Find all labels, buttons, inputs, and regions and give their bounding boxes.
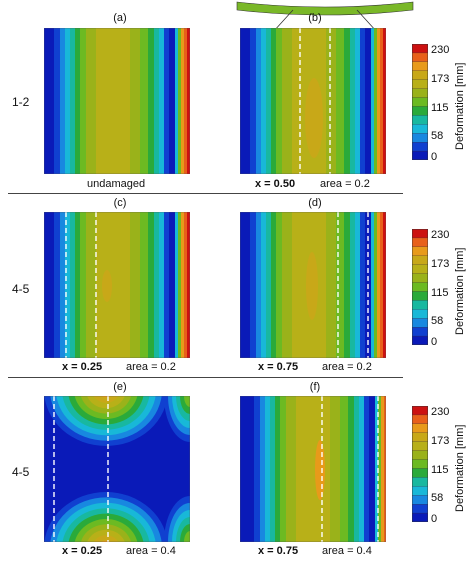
cb1-tick-115: 115 xyxy=(431,102,449,114)
cb2-tick-0: 0 xyxy=(431,336,438,348)
contour-panel-d xyxy=(240,212,386,358)
cb2-tick-115: 115 xyxy=(431,287,449,299)
cb2-tick-58: 58 xyxy=(431,315,444,327)
cb3-tick-0: 0 xyxy=(431,513,438,525)
row-label-1: 1-2 xyxy=(12,95,30,109)
caption-e-x: x = 0.25 xyxy=(62,545,103,557)
cb3-tick-173: 173 xyxy=(431,435,450,447)
caption-e-area: area = 0.4 xyxy=(126,545,176,557)
caption-f-area: area = 0.4 xyxy=(322,545,372,557)
colorbar-2 xyxy=(412,229,428,345)
row-label-2: 4-5 xyxy=(12,282,30,296)
panel-label-a: (a) xyxy=(113,12,127,24)
caption-d-x: x = 0.75 xyxy=(258,361,299,373)
contour-panel-e xyxy=(44,396,190,542)
colorbar-title-1: Deformation [mm] xyxy=(454,62,466,150)
panel-label-b: (b) xyxy=(308,12,322,24)
panel-label-d: (d) xyxy=(308,197,322,209)
cb1-tick-0: 0 xyxy=(431,151,438,163)
colorbar-title-2: Deformation [mm] xyxy=(454,247,466,335)
cb1-tick-173: 173 xyxy=(431,73,450,85)
caption-f-x: x = 0.75 xyxy=(258,545,299,557)
caption-b-x: x = 0.50 xyxy=(255,178,296,190)
contour-panel-c xyxy=(44,212,190,358)
row-separator-1 xyxy=(8,193,403,194)
caption-d-area: area = 0.2 xyxy=(322,361,372,373)
caption-b-area: area = 0.2 xyxy=(320,178,370,190)
panel-label-f: (f) xyxy=(309,381,321,393)
cb3-tick-230: 230 xyxy=(431,406,450,418)
cb2-tick-230: 230 xyxy=(431,229,450,241)
cb1-tick-58: 58 xyxy=(431,130,444,142)
cb3-tick-58: 58 xyxy=(431,492,444,504)
row-separator-2 xyxy=(8,377,403,378)
contour-panel-b xyxy=(240,28,386,174)
panel-label-e: (e) xyxy=(113,381,127,393)
colorbar-3 xyxy=(412,406,428,522)
cb3-tick-115: 115 xyxy=(431,464,449,476)
caption-c-x: x = 0.25 xyxy=(62,361,103,373)
row-label-3: 4-5 xyxy=(12,465,30,479)
contour-panel-f xyxy=(240,396,386,542)
contour-panel-a xyxy=(44,28,190,174)
colorbar-title-3: Deformation [mm] xyxy=(454,424,466,512)
panel-label-c: (c) xyxy=(113,197,127,209)
caption-c-area: area = 0.2 xyxy=(126,361,176,373)
cb1-tick-230: 230 xyxy=(431,44,450,56)
colorbar-1 xyxy=(412,44,428,160)
caption-a: undamaged xyxy=(87,178,146,190)
cb2-tick-173: 173 xyxy=(431,258,450,270)
